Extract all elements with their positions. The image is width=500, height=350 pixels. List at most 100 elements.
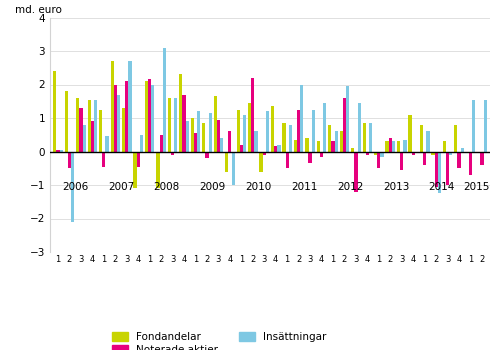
Bar: [171, 152, 174, 155]
Bar: [94, 99, 97, 152]
Bar: [480, 152, 484, 165]
Bar: [434, 152, 438, 187]
Bar: [346, 86, 350, 152]
Bar: [369, 123, 372, 152]
Bar: [426, 131, 430, 152]
Text: 2007: 2007: [108, 182, 134, 192]
Bar: [420, 125, 423, 152]
Bar: [377, 152, 380, 168]
Bar: [68, 152, 71, 168]
Bar: [300, 84, 304, 152]
Bar: [312, 110, 315, 152]
Bar: [186, 121, 189, 152]
Bar: [117, 94, 120, 152]
Bar: [114, 84, 117, 152]
Bar: [340, 131, 343, 152]
Bar: [156, 152, 160, 188]
Bar: [99, 110, 102, 152]
Bar: [128, 61, 132, 152]
Bar: [56, 150, 59, 152]
Bar: [194, 133, 197, 152]
Bar: [190, 118, 194, 152]
Text: 2012: 2012: [337, 182, 363, 192]
Bar: [297, 110, 300, 152]
Bar: [160, 135, 162, 152]
Bar: [454, 125, 458, 152]
Bar: [80, 108, 82, 152]
Bar: [220, 138, 223, 152]
Bar: [328, 125, 332, 152]
Text: 2015: 2015: [463, 182, 489, 192]
Bar: [134, 152, 136, 188]
Bar: [251, 78, 254, 152]
Bar: [323, 103, 326, 152]
Text: 2008: 2008: [154, 182, 180, 192]
Bar: [289, 125, 292, 152]
Bar: [415, 152, 418, 153]
Bar: [282, 123, 286, 152]
Bar: [469, 152, 472, 175]
Bar: [392, 141, 395, 152]
Text: 2009: 2009: [200, 182, 226, 192]
Bar: [262, 152, 266, 155]
Bar: [217, 120, 220, 152]
Bar: [404, 140, 406, 152]
Bar: [320, 152, 323, 156]
Bar: [64, 91, 68, 152]
Bar: [386, 141, 388, 152]
Bar: [449, 152, 452, 155]
Bar: [343, 98, 346, 152]
Bar: [122, 108, 125, 152]
Bar: [358, 103, 361, 152]
Bar: [152, 84, 154, 152]
Bar: [254, 131, 258, 152]
Bar: [366, 152, 369, 155]
Bar: [243, 115, 246, 152]
Bar: [110, 61, 114, 152]
Text: 2011: 2011: [291, 182, 318, 192]
Bar: [197, 111, 200, 152]
Bar: [145, 81, 148, 152]
Text: 2006: 2006: [62, 182, 88, 192]
Text: md. euro: md. euro: [15, 5, 62, 15]
Bar: [397, 141, 400, 152]
Bar: [278, 145, 280, 152]
Bar: [294, 140, 297, 152]
Bar: [125, 81, 128, 152]
Text: 2010: 2010: [246, 182, 272, 192]
Bar: [334, 131, 338, 152]
Bar: [458, 152, 460, 168]
Bar: [332, 141, 334, 152]
Bar: [408, 115, 412, 152]
Bar: [260, 152, 262, 172]
Bar: [308, 152, 312, 163]
Bar: [60, 150, 63, 152]
Legend: Fondandelar, Noterade aktier, Insättningar: Fondandelar, Noterade aktier, Insättning…: [108, 328, 330, 350]
Bar: [106, 136, 108, 152]
Text: 2013: 2013: [383, 182, 409, 192]
Bar: [354, 152, 358, 192]
Bar: [286, 152, 289, 168]
Bar: [168, 98, 171, 152]
Bar: [400, 152, 404, 170]
Bar: [248, 103, 251, 152]
Bar: [232, 152, 234, 185]
Bar: [88, 99, 91, 152]
Bar: [71, 152, 74, 222]
Bar: [484, 99, 487, 152]
Bar: [274, 146, 278, 152]
Bar: [91, 121, 94, 152]
Bar: [351, 148, 354, 152]
Bar: [380, 152, 384, 156]
Bar: [412, 152, 415, 155]
Bar: [423, 152, 426, 165]
Bar: [179, 75, 182, 152]
Bar: [76, 98, 80, 152]
Bar: [446, 152, 449, 185]
Bar: [236, 110, 240, 152]
Bar: [228, 131, 232, 152]
Bar: [82, 125, 86, 152]
Bar: [240, 145, 243, 152]
Bar: [306, 138, 308, 152]
Bar: [162, 48, 166, 152]
